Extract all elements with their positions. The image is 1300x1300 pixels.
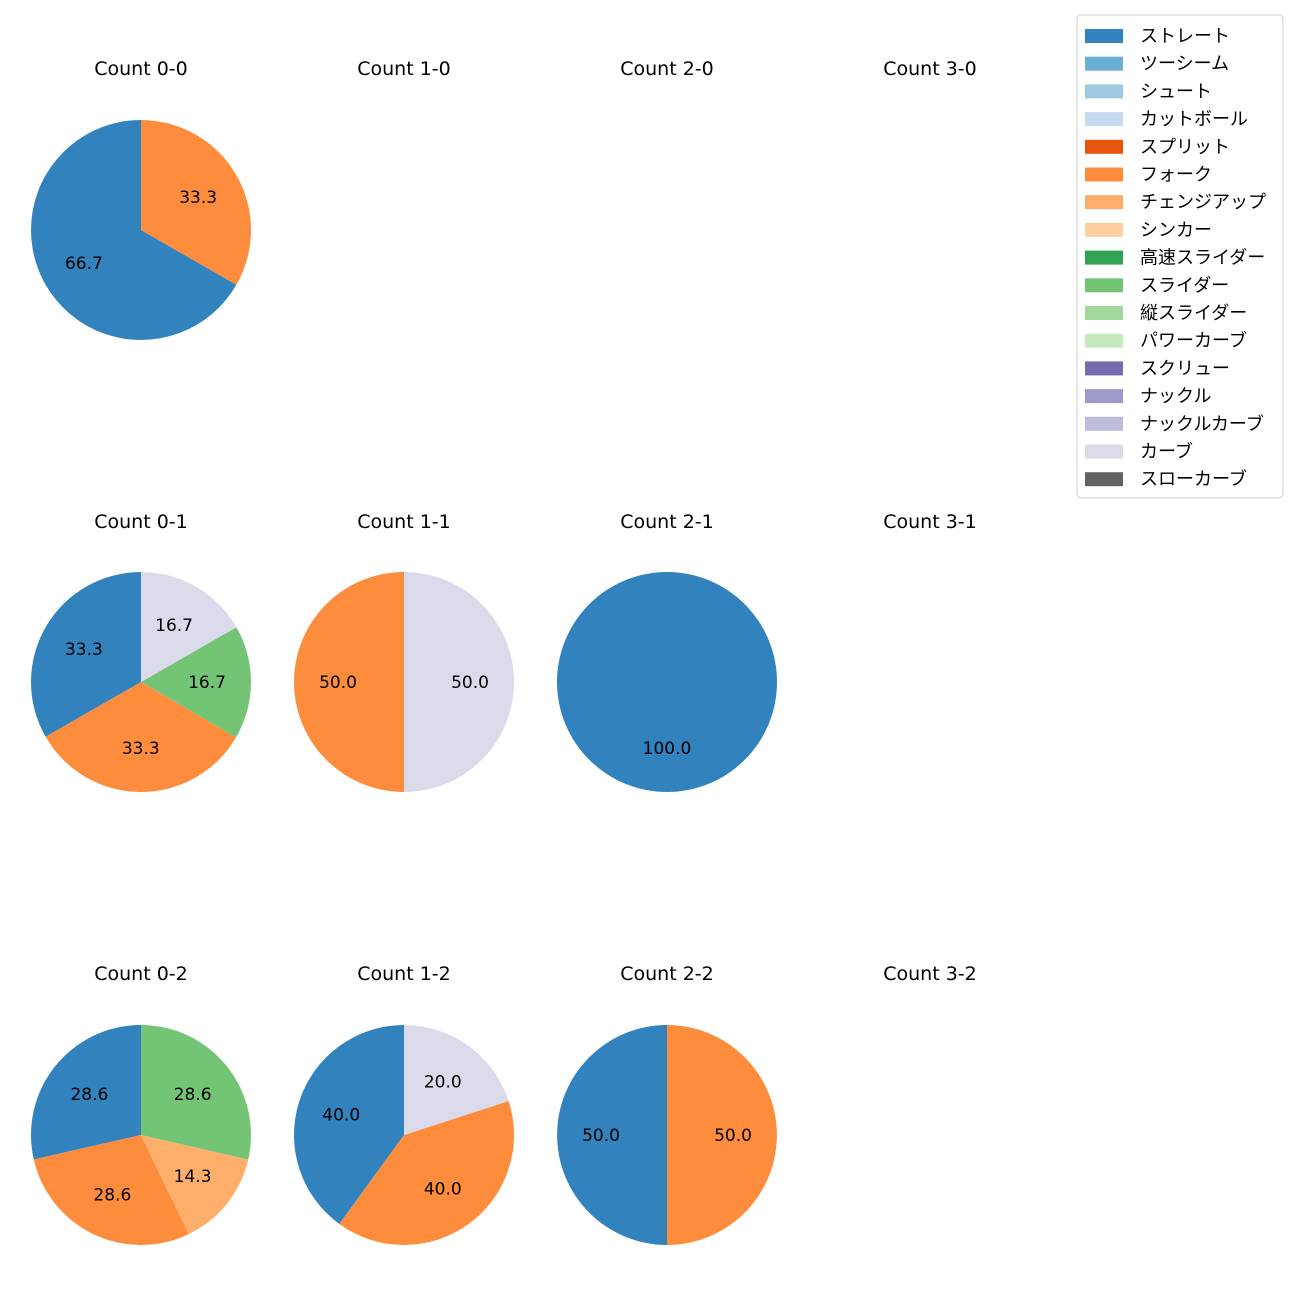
legend: ストレートツーシームシュートカットボールスプリットフォークチェンジアップシンカー… (1076, 14, 1284, 499)
legend-swatch (1085, 333, 1123, 348)
legend-label: パワーカーブ (1140, 330, 1247, 352)
slice-label: 28.6 (93, 1185, 131, 1205)
legend-label: シュート (1140, 81, 1212, 102)
slice-label: 28.6 (174, 1085, 212, 1105)
pie-slice (141, 627, 251, 738)
panel-title: Count 1-2 (357, 963, 451, 985)
slice-label: 50.0 (714, 1126, 752, 1146)
panel-title: Count 3-2 (883, 963, 977, 985)
panel-title: Count 2-1 (620, 511, 714, 533)
slice-label: 28.6 (70, 1085, 108, 1105)
legend-label: 縦スライダー (1140, 303, 1247, 324)
slice-label: 40.0 (424, 1179, 462, 1199)
legend-swatch (1085, 444, 1123, 459)
panel-title: Count 1-0 (357, 58, 451, 80)
pie-slice (404, 572, 514, 792)
pie-panel: Count 3-0 (883, 58, 977, 80)
legend-swatch (1085, 361, 1123, 376)
pie-slice (141, 1135, 249, 1235)
pie-panel: Count 0-2 28.6 28.6 14.3 28.6 (31, 963, 251, 1245)
legend-label: カットボール (1140, 109, 1248, 130)
legend-label: スライダー (1140, 275, 1229, 296)
legend-swatch (1085, 389, 1123, 404)
pie-slice (667, 1025, 777, 1245)
pie-slice (30, 120, 237, 340)
panel-title: Count 2-2 (620, 963, 714, 985)
slice-label: 33.3 (179, 188, 217, 208)
panel-title: Count 0-1 (94, 511, 188, 533)
pie-panel: Count 3-2 (883, 963, 977, 985)
slice-label: 16.7 (188, 673, 226, 693)
slice-label: 14.3 (174, 1167, 212, 1187)
pie-slice (141, 120, 251, 285)
pie-slice (557, 1025, 667, 1245)
slice-label: 33.3 (122, 739, 160, 759)
panel-title: Count 1-1 (357, 511, 451, 533)
pie-panel: Count 0-1 33.3 33.3 16.7 16.7 (30, 511, 251, 792)
legend-label: スクリュー (1140, 358, 1230, 379)
slice-label: 50.0 (582, 1126, 620, 1146)
slice-label: 100.0 (643, 739, 692, 759)
slice-label: 33.3 (65, 640, 103, 660)
slice-label: 66.7 (65, 254, 103, 274)
panel-title: Count 2-0 (620, 58, 714, 80)
pie-slice (141, 1025, 251, 1160)
legend-label: ナックルカーブ (1140, 413, 1264, 435)
pie-slice (294, 1025, 404, 1224)
legend-swatch (1085, 167, 1123, 182)
panel-title: Count 0-0 (94, 58, 188, 80)
legend-label: 高速スライダー (1140, 248, 1265, 269)
legend-swatch (1085, 250, 1123, 265)
pie-panel: Count 2-1 100.0 (557, 511, 777, 792)
legend-label: ナックル (1140, 386, 1211, 407)
pie-slice (294, 572, 404, 792)
legend-swatch (1085, 306, 1123, 320)
pie-panel: Count 2-0 (620, 58, 714, 80)
legend-label: ストレート (1140, 26, 1230, 47)
legend-swatch (1085, 416, 1123, 431)
legend-label: スプリット (1140, 137, 1230, 158)
slice-label: 50.0 (451, 673, 489, 693)
pie-slice (557, 572, 777, 792)
slice-label: 50.0 (319, 673, 357, 693)
pie-panel: Count 3-1 (883, 511, 977, 533)
legend-swatch (1085, 222, 1123, 237)
slice-label: 20.0 (424, 1073, 462, 1093)
legend-swatch (1085, 472, 1123, 487)
pie-panel: Count 2-2 50.0 50.0 (557, 963, 777, 1245)
legend-swatch (1085, 56, 1123, 71)
slice-label: 16.7 (155, 616, 193, 636)
legend-swatch (1085, 84, 1123, 99)
pie-slice (33, 1135, 189, 1245)
pie-panel: Count 1-1 50.0 50.0 (294, 511, 514, 792)
legend-label: スローカーブ (1140, 468, 1247, 490)
legend-frame (1076, 14, 1284, 499)
pie-panel: Count 1-2 40.0 40.0 20.0 (294, 963, 514, 1245)
legend-label: フォーク (1140, 165, 1212, 186)
legend-swatch (1085, 112, 1123, 127)
legend-swatch (1085, 278, 1123, 293)
legend-label: ツーシーム (1140, 54, 1229, 75)
pie-slice (31, 1025, 141, 1160)
pie-panel: Count 1-0 (357, 58, 451, 80)
pie-slice (339, 1101, 514, 1245)
pie-slice (45, 682, 237, 792)
legend-label: シンカー (1140, 220, 1212, 241)
legend-swatch (1085, 195, 1123, 210)
legend-swatch (1085, 139, 1123, 154)
slice-label: 40.0 (322, 1106, 360, 1126)
legend-swatch (1085, 29, 1123, 43)
pie-slice (141, 572, 237, 682)
panel-title: Count 3-1 (883, 511, 977, 533)
legend-label: カーブ (1140, 441, 1193, 463)
panel-title: Count 3-0 (883, 58, 977, 80)
legend-label: チェンジアップ (1140, 192, 1266, 213)
pie-slice (30, 572, 142, 737)
pie-panel: Count 0-0 66.7 33.3 (30, 58, 251, 340)
panel-title: Count 0-2 (94, 963, 188, 985)
pie-slice (404, 1025, 509, 1135)
